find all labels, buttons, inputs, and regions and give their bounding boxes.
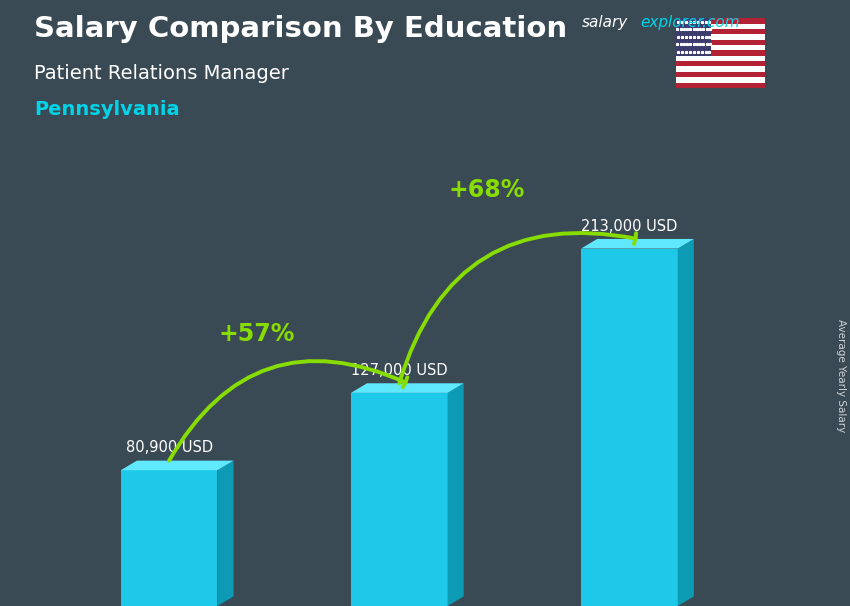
Bar — [676, 82, 765, 88]
Bar — [581, 248, 677, 606]
Polygon shape — [448, 383, 464, 606]
Text: salary: salary — [582, 15, 628, 30]
Bar — [676, 24, 765, 29]
Bar — [676, 29, 765, 35]
Bar — [676, 39, 765, 45]
Bar — [676, 67, 765, 72]
Bar — [676, 56, 765, 61]
Bar — [676, 18, 765, 24]
Text: 80,900 USD: 80,900 USD — [126, 441, 212, 455]
Text: 213,000 USD: 213,000 USD — [581, 219, 677, 234]
Polygon shape — [581, 239, 694, 248]
FancyArrowPatch shape — [169, 361, 407, 461]
Text: explorer.com: explorer.com — [640, 15, 740, 30]
Bar — [121, 470, 218, 606]
FancyArrowPatch shape — [400, 233, 636, 383]
Bar — [676, 61, 765, 67]
Bar — [676, 45, 765, 50]
Bar — [351, 393, 448, 606]
Bar — [676, 35, 765, 39]
Text: Patient Relations Manager: Patient Relations Manager — [34, 64, 289, 82]
Polygon shape — [351, 383, 464, 393]
Text: Average Yearly Salary: Average Yearly Salary — [836, 319, 846, 432]
Polygon shape — [121, 461, 234, 470]
Bar — [676, 50, 765, 56]
Text: Salary Comparison By Education: Salary Comparison By Education — [34, 15, 567, 43]
Polygon shape — [677, 239, 694, 606]
Text: +68%: +68% — [449, 178, 525, 202]
Text: Pennsylvania: Pennsylvania — [34, 100, 179, 119]
Bar — [676, 77, 765, 82]
Polygon shape — [218, 461, 234, 606]
Bar — [676, 18, 711, 56]
Text: +57%: +57% — [218, 322, 295, 346]
Text: 127,000 USD: 127,000 USD — [351, 363, 448, 378]
Bar — [676, 72, 765, 77]
